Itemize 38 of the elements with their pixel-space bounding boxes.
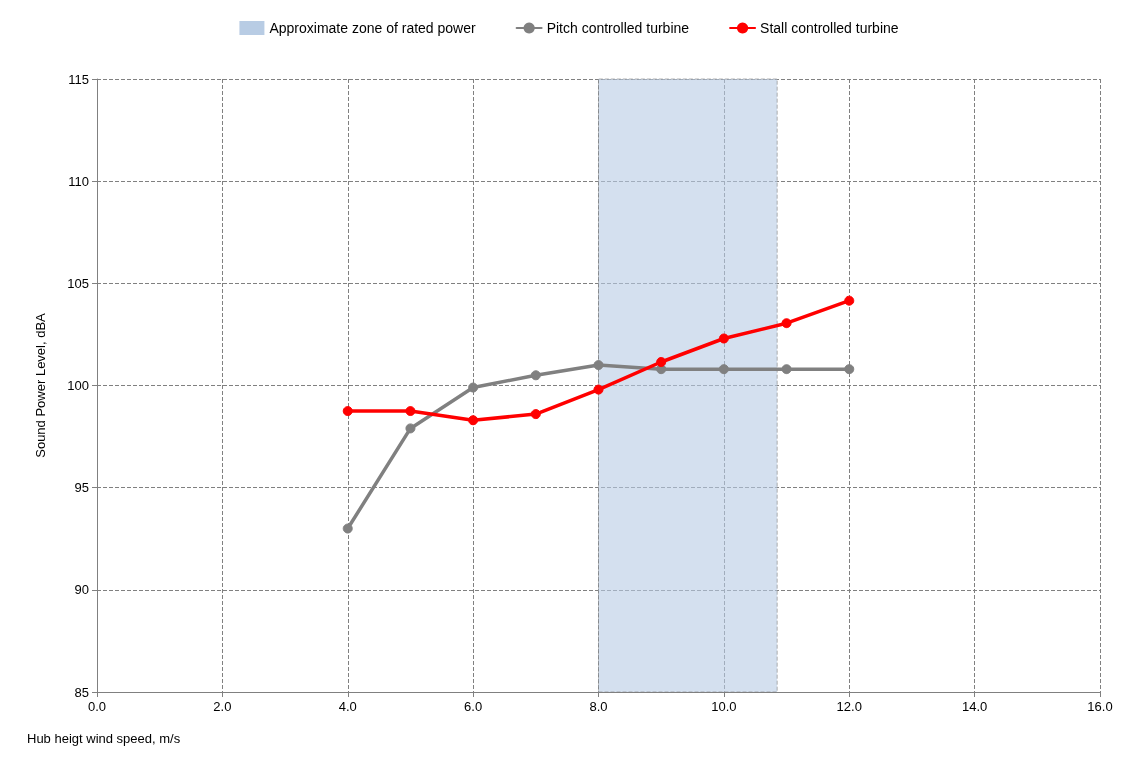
x-tick-label: 2.0 xyxy=(213,699,232,714)
point xyxy=(530,370,541,381)
x-tick-label: 0.0 xyxy=(87,699,107,714)
legend-label: Approximate zone of rated power xyxy=(269,20,476,36)
x-tick-label: 12.0 xyxy=(836,699,862,714)
x-tick-label: 8.0 xyxy=(589,699,608,714)
x-tick-label: 16.0 xyxy=(1087,699,1113,714)
point xyxy=(593,360,604,371)
point xyxy=(656,357,667,367)
y-axis-title: Sound Power Level, dBA xyxy=(33,312,48,458)
y-tick-label: 105 xyxy=(67,275,89,291)
point xyxy=(593,384,604,395)
y-tick-label: 110 xyxy=(68,173,89,189)
legend-label: Stall controlled turbine xyxy=(760,20,899,36)
point xyxy=(468,415,479,426)
y-tick-label: 115 xyxy=(68,71,89,87)
point xyxy=(844,364,855,375)
point xyxy=(342,406,353,417)
x-tick-label: 6.0 xyxy=(464,699,483,714)
y-tick-label: 100 xyxy=(67,378,89,393)
point xyxy=(718,333,729,344)
x-axis-title: Hub heigt wind speed, m/s xyxy=(27,731,181,746)
point xyxy=(781,318,792,329)
x-tick-label: 10.0 xyxy=(711,699,737,714)
x-tick-label: 4.0 xyxy=(338,699,357,714)
point xyxy=(405,423,416,434)
y-tick-label: 85 xyxy=(74,684,89,700)
point xyxy=(468,382,479,393)
point xyxy=(844,295,855,306)
legend-label: Pitch controlled turbine xyxy=(546,20,690,36)
point xyxy=(342,523,353,534)
point xyxy=(781,364,792,375)
point xyxy=(530,409,541,420)
point xyxy=(718,364,729,375)
y-tick-label: 90 xyxy=(74,582,89,598)
x-tick-label: 14.0 xyxy=(961,699,988,714)
point xyxy=(405,406,416,417)
y-tick-label: 95 xyxy=(74,480,89,496)
